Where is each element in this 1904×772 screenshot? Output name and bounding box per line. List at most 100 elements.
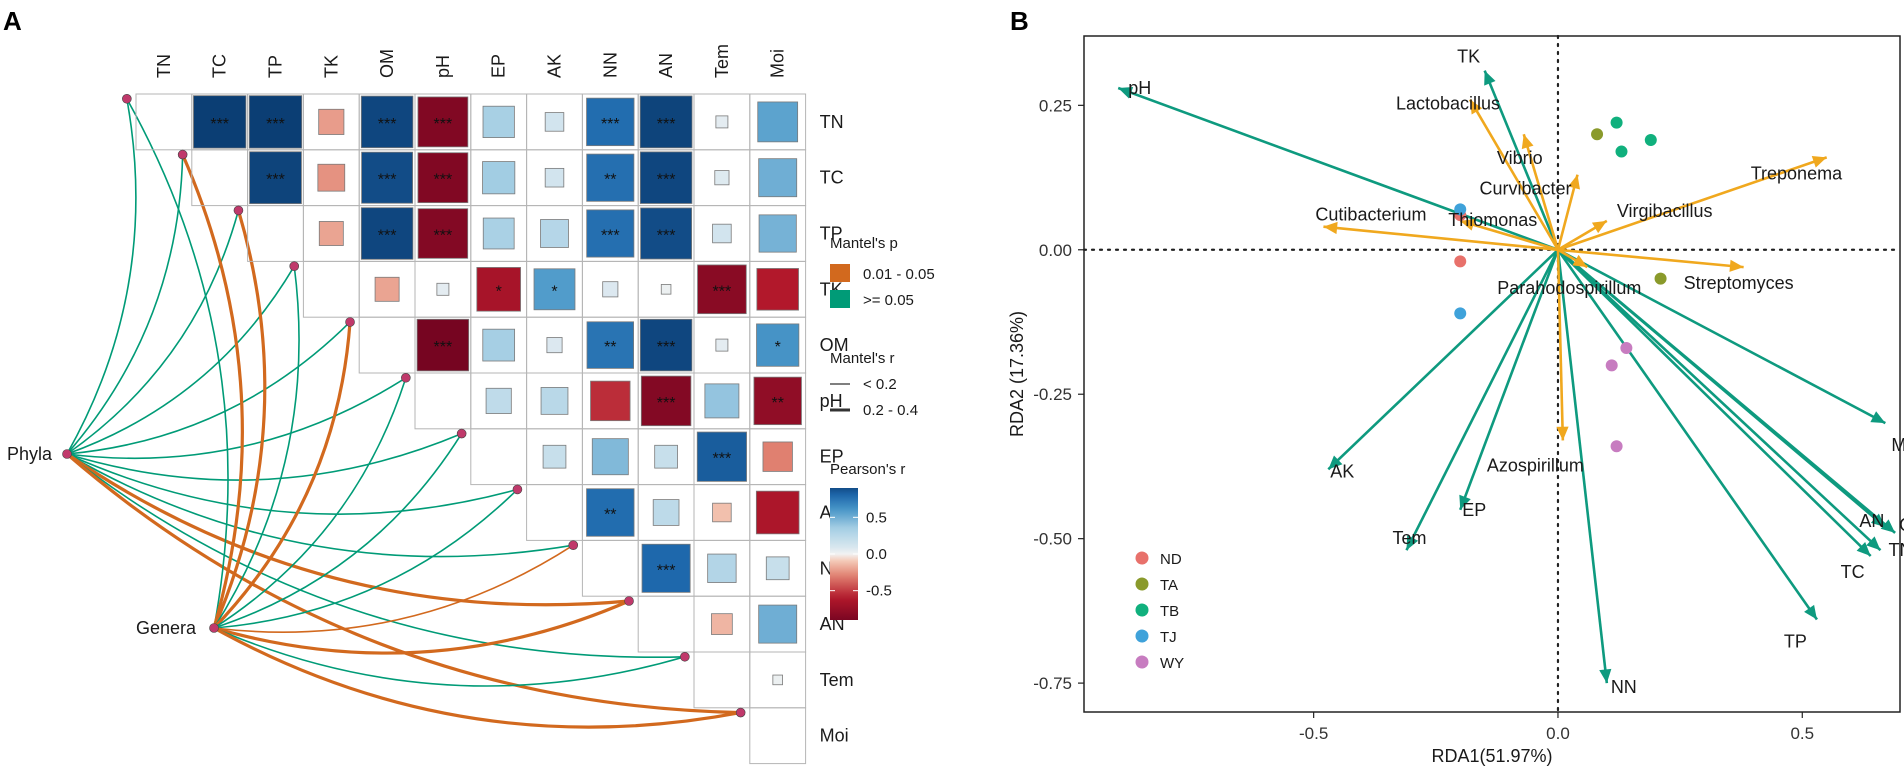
diagonal-cell [358, 316, 416, 374]
column-label-tk: TK [321, 55, 341, 78]
panel-a: A *** *** *** *** *** ****** *** *** ** ****** ***… [3, 6, 935, 765]
taxa-arrow-azospirillum-head [1556, 426, 1569, 441]
significance-mark: *** [657, 562, 676, 579]
cell-tc-tp [249, 151, 302, 205]
cell-tp-nn [586, 209, 635, 258]
cell-tc-nn [586, 153, 635, 202]
site-point-nd [1454, 255, 1467, 268]
y-axis-title: RDA2 (17.36%) [1007, 311, 1027, 437]
cell-nn-tem [707, 553, 737, 583]
cell-ep-moi [762, 441, 793, 472]
row-label-om: OM [820, 335, 849, 355]
legend-group-tb-marker [1135, 603, 1149, 617]
mantel-link-phyla-tn [66, 98, 137, 455]
cell-ep-an [654, 444, 678, 469]
cell-tn-ep [482, 105, 515, 138]
significance-mark: *** [657, 339, 676, 356]
cell-ep-ak [542, 444, 567, 469]
significance-mark: * [496, 283, 502, 300]
site-point-wy [1610, 440, 1623, 453]
panel-a-letter: A [3, 6, 22, 36]
cell-tc-an [639, 151, 693, 204]
cell-tn-tp [248, 95, 303, 149]
x-axis-title: RDA1(51.97%) [1431, 746, 1552, 766]
panel-b-letter: B [1010, 6, 1029, 36]
env-arrow-tn-head [1866, 536, 1881, 551]
taxa-arrow-virgibacillus-head [1591, 220, 1607, 234]
taxa-arrow-treponema [1557, 156, 1828, 252]
cell-tc-ph [417, 152, 469, 204]
taxa-arrow-streptomyces [1557, 248, 1744, 269]
significance-mark: ** [604, 339, 616, 356]
taxa-arrow-streptomyces-head [1729, 259, 1744, 272]
significance-mark: *** [601, 228, 620, 245]
legend-group-nd-marker [1135, 551, 1149, 565]
legend-pearson-title: Pearson's r [830, 461, 905, 478]
taxa-arrow-treponema-head [1811, 156, 1827, 168]
column-label-ph: pH [433, 55, 453, 78]
mantel-link-genera-ak [213, 488, 518, 629]
arrow-label-thiomonas: Thiomonas [1448, 210, 1537, 230]
panel-a-legend: Mantel's p 0.01 - 0.05 >= 0.05 Mantel's r < … [830, 235, 935, 620]
significance-mark: *** [434, 116, 453, 133]
cell-tp-tem [712, 223, 732, 244]
target-node-nn [568, 540, 579, 550]
env-arrow-ph-head [1118, 86, 1134, 99]
column-label-ep: EP [489, 54, 509, 78]
taxa-arrow-parahodospirillum-head [1572, 254, 1588, 268]
target-node-an [624, 596, 634, 606]
site-point-wy [1605, 359, 1618, 372]
significance-mark: ** [771, 395, 783, 412]
cell-tn-tk [318, 108, 345, 135]
arrow-label-tc: TC [1841, 562, 1865, 582]
row-label-moi: Moi [820, 726, 849, 746]
site-point-tb [1610, 116, 1623, 129]
mantel-link-genera-tc [181, 153, 244, 629]
legend-group-tj-label: TJ [1160, 629, 1177, 646]
legend-mantel-p-swatch [830, 264, 850, 282]
cell-om-an [639, 318, 693, 372]
legend-group-ta-label: TA [1160, 577, 1178, 594]
cell-ph-an [640, 375, 692, 427]
cell-tk-moi [756, 268, 799, 311]
x-tick-label: -0.5 [1299, 724, 1328, 743]
cell-tc-tk [317, 163, 346, 192]
cell-om-ak [546, 337, 563, 354]
significance-mark: *** [713, 283, 732, 300]
significance-mark: *** [657, 172, 676, 189]
taxa-arrow-azospirillum [1556, 249, 1565, 441]
cell-tp-moi [758, 214, 797, 253]
env-arrow-ep [1459, 249, 1560, 511]
taxa-arrow-vibrio [1522, 133, 1560, 251]
column-label-ak: AK [545, 54, 565, 78]
significance-mark: *** [434, 339, 453, 356]
cell-tp-ep [482, 217, 515, 250]
arrow-label-an: AN [1859, 511, 1884, 531]
arrow-label-tn: TN [1888, 540, 1904, 560]
arrow-label-vibrio: Vibrio [1497, 148, 1543, 168]
taxa-arrow-thiomonas [1459, 219, 1559, 252]
legend-mantel-p-swatch [830, 290, 850, 308]
significance-mark: *** [713, 451, 732, 468]
mantel-link-genera-an [213, 599, 630, 655]
taxa-arrow-curvibacter-head [1568, 174, 1580, 190]
cell-om-nn [586, 321, 634, 369]
cell-tn-ph [417, 96, 469, 148]
row-label-tn: TN [820, 112, 844, 132]
legend-group-wy-label: WY [1160, 655, 1184, 672]
cell-ph-ak [540, 387, 569, 415]
target-node-tem [680, 651, 690, 662]
group-label-genera: Genera [136, 618, 197, 638]
legend-group-tb-label: TB [1160, 603, 1179, 620]
arrow-label-curvibacter: Curvibacter [1479, 179, 1571, 199]
colorbar-tick-label: -0.5 [866, 583, 892, 600]
mantel-link-genera-tk [213, 266, 300, 629]
env-arrow-tn [1557, 248, 1882, 552]
diagonal-cell [637, 595, 695, 653]
mantel-link-genera-ph [213, 377, 407, 629]
site-point-tb [1615, 145, 1628, 158]
cell-tn-ak [544, 112, 565, 132]
cell-ph-tem [704, 383, 740, 419]
row-label-ep: EP [820, 447, 844, 467]
env-arrow-ak [1327, 248, 1559, 471]
